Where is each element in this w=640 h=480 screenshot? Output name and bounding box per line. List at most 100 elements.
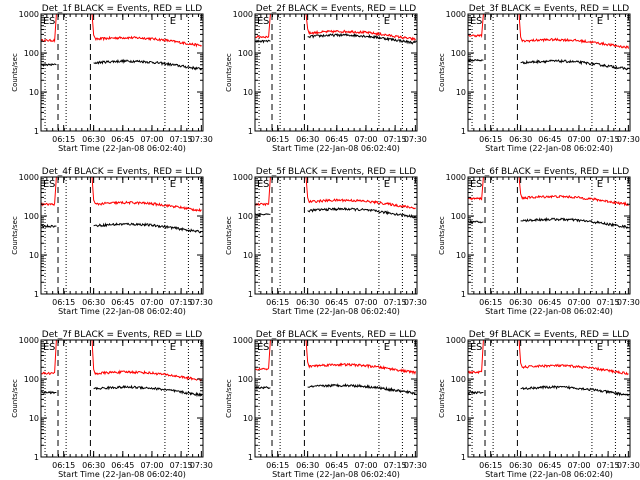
x-axis-label: Start Time (22-Jan-08 06:02:40) — [485, 470, 613, 479]
x-tick-label: 06:15 — [479, 461, 502, 470]
x-tick-label: 07:00 — [354, 461, 377, 470]
y-tick-label: 1 — [461, 127, 466, 136]
series-line — [520, 385, 629, 397]
series-line — [520, 58, 629, 71]
x-tick-label: 06:30 — [82, 298, 105, 307]
plot-title: Det_4f BLACK = Events, RED = LLD — [42, 167, 202, 177]
x-tick-label: 07:30 — [190, 461, 213, 470]
x-tick-label: 06:30 — [509, 298, 532, 307]
x-tick-label: 07:00 — [567, 135, 590, 144]
series-line — [40, 63, 57, 68]
y-tick-label: 100 — [238, 49, 253, 58]
x-tick-label: 07:15 — [384, 135, 407, 144]
x-tick-label: 06:15 — [479, 135, 502, 144]
plot-frame — [40, 13, 204, 132]
x-tick-label: 06:15 — [266, 461, 289, 470]
x-tick-label: 07:15 — [384, 298, 407, 307]
x-axis-label: Start Time (22-Jan-08 06:02:40) — [485, 144, 613, 153]
y-axis-label: Counts/sec — [11, 216, 19, 255]
x-axis-label: Start Time (22-Jan-08 06:02:40) — [485, 307, 613, 316]
marker-label-e: E — [43, 342, 49, 353]
y-axis-label: Counts/sec — [11, 379, 19, 418]
series-line — [467, 390, 484, 395]
series-line — [520, 216, 629, 229]
y-tick-label: 1 — [34, 453, 39, 462]
y-tick-label: 1000 — [233, 336, 253, 345]
x-tick-label: 06:15 — [266, 135, 289, 144]
y-tick-label: 1000 — [19, 336, 39, 345]
plot-frame — [467, 176, 631, 295]
series-line — [254, 13, 416, 42]
y-tick-label: 10 — [243, 414, 253, 423]
x-tick-label: 06:15 — [266, 298, 289, 307]
marker-label-s: S — [263, 342, 269, 353]
plot-title: Det_6f BLACK = Events, RED = LLD — [469, 167, 629, 177]
y-tick-label: 1000 — [446, 173, 466, 182]
y-tick-label: 10 — [456, 251, 466, 260]
plot-frame — [40, 176, 204, 295]
x-tick-label: 07:00 — [140, 298, 163, 307]
marker-label-e: E — [257, 16, 263, 27]
y-tick-label: 1000 — [19, 173, 39, 182]
marker-label-e: E — [170, 16, 176, 27]
y-tick-label: 100 — [24, 212, 39, 221]
y-tick-label: 1 — [248, 127, 253, 136]
series-line — [307, 32, 416, 45]
marker-label-s: S — [49, 342, 55, 353]
x-tick-label: 06:45 — [538, 298, 561, 307]
marker-label-e: E — [470, 179, 476, 190]
y-axis-label: Counts/sec — [225, 379, 233, 418]
y-tick-label: 10 — [29, 251, 39, 260]
y-tick-label: 1 — [248, 453, 253, 462]
plot-frame — [254, 13, 418, 132]
series-line — [40, 13, 202, 48]
marker-label-e: E — [470, 342, 476, 353]
series-line — [40, 223, 57, 228]
x-tick-label: 07:30 — [617, 135, 640, 144]
x-tick-label: 07:00 — [354, 298, 377, 307]
x-tick-label: 06:15 — [52, 298, 75, 307]
x-axis-label: Start Time (22-Jan-08 06:02:40) — [58, 144, 186, 153]
y-tick-label: 1 — [34, 290, 39, 299]
y-tick-label: 100 — [451, 49, 466, 58]
x-tick-label: 06:45 — [538, 461, 561, 470]
x-tick-label: 06:30 — [296, 461, 319, 470]
series-line — [467, 176, 629, 207]
x-tick-label: 07:30 — [617, 298, 640, 307]
x-tick-label: 06:15 — [52, 461, 75, 470]
series-line — [40, 176, 202, 213]
marker-label-e: E — [384, 342, 390, 353]
plot-frame — [254, 339, 418, 458]
x-tick-label: 06:15 — [479, 298, 502, 307]
x-tick-label: 07:15 — [170, 298, 193, 307]
y-tick-label: 1 — [461, 290, 466, 299]
plot-frame — [467, 13, 631, 132]
x-tick-label: 07:00 — [140, 135, 163, 144]
x-tick-label: 07:30 — [404, 135, 427, 144]
marker-label-s: S — [476, 342, 482, 353]
y-axis-label: Counts/sec — [438, 379, 446, 418]
marker-label-s: S — [49, 16, 55, 27]
x-axis-label: Start Time (22-Jan-08 06:02:40) — [58, 307, 186, 316]
marker-label-e: E — [257, 179, 263, 190]
marker-label-s: S — [263, 179, 269, 190]
plot-title: Det_5f BLACK = Events, RED = LLD — [256, 167, 416, 177]
plot-title: Det_2f BLACK = Events, RED = LLD — [256, 4, 416, 14]
y-tick-label: 1000 — [233, 10, 253, 19]
marker-label-e: E — [597, 179, 603, 190]
marker-label-e: E — [470, 16, 476, 27]
series-line — [467, 339, 629, 376]
series-line — [93, 384, 203, 398]
x-tick-label: 06:45 — [325, 135, 348, 144]
x-tick-label: 06:30 — [82, 135, 105, 144]
x-axis-label: Start Time (22-Jan-08 06:02:40) — [272, 144, 400, 153]
marker-label-s: S — [263, 16, 269, 27]
y-tick-label: 1 — [248, 290, 253, 299]
x-tick-label: 07:30 — [617, 461, 640, 470]
x-tick-label: 06:45 — [538, 135, 561, 144]
x-tick-label: 07:15 — [597, 461, 620, 470]
